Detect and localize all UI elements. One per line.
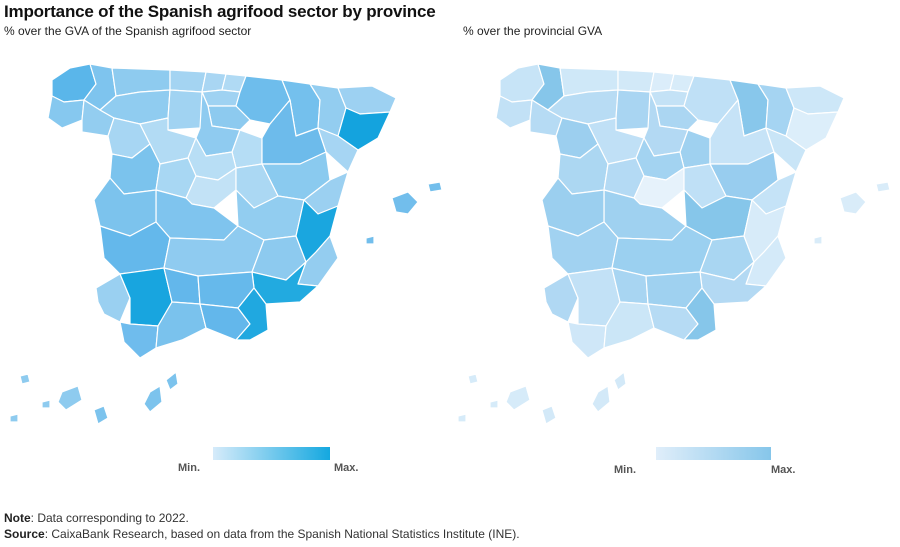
right-legend-max: Max. (771, 464, 796, 476)
source-label: Source (4, 527, 45, 541)
left-legend-min: Min. (178, 462, 200, 474)
left-legend-max: Max. (334, 462, 359, 474)
note-line: Note: Data corresponding to 2022. (4, 510, 520, 526)
province-las-palmas (93, 371, 179, 425)
province-las-palmas (541, 371, 627, 425)
left-legend-gradient (213, 447, 330, 460)
note-text: : Data corresponding to 2022. (30, 511, 189, 525)
province-almeria (235, 287, 269, 341)
source-line: Source: CaixaBank Research, based on dat… (4, 526, 520, 542)
footnotes: Note: Data corresponding to 2022. Source… (4, 510, 520, 542)
province-cantabria (169, 69, 207, 93)
province-alava (649, 89, 689, 107)
province-baleares (813, 181, 891, 245)
province-santa-cruz-de-tenerife (9, 373, 83, 423)
left-province-map (9, 63, 443, 425)
province-alava (201, 89, 241, 107)
province-cadiz (119, 321, 159, 359)
province-santa-cruz-de-tenerife (457, 373, 531, 423)
province-almeria (683, 287, 717, 341)
province-cantabria (617, 69, 655, 93)
province-tarragona (317, 127, 359, 173)
note-label: Note (4, 511, 31, 525)
right-map-subtitle: % over the provincial GVA (463, 24, 603, 38)
right-province-map (457, 63, 891, 425)
right-legend-min: Min. (614, 464, 636, 476)
right-legend-gradient (656, 447, 771, 460)
province-tarragona (765, 127, 807, 173)
chart-title: Importance of the Spanish agrifood secto… (4, 2, 436, 21)
source-text: : CaixaBank Research, based on data from… (44, 527, 520, 541)
province-cadiz (567, 321, 607, 359)
left-map-subtitle: % over the GVA of the Spanish agrifood s… (4, 24, 252, 38)
province-baleares (365, 181, 443, 245)
